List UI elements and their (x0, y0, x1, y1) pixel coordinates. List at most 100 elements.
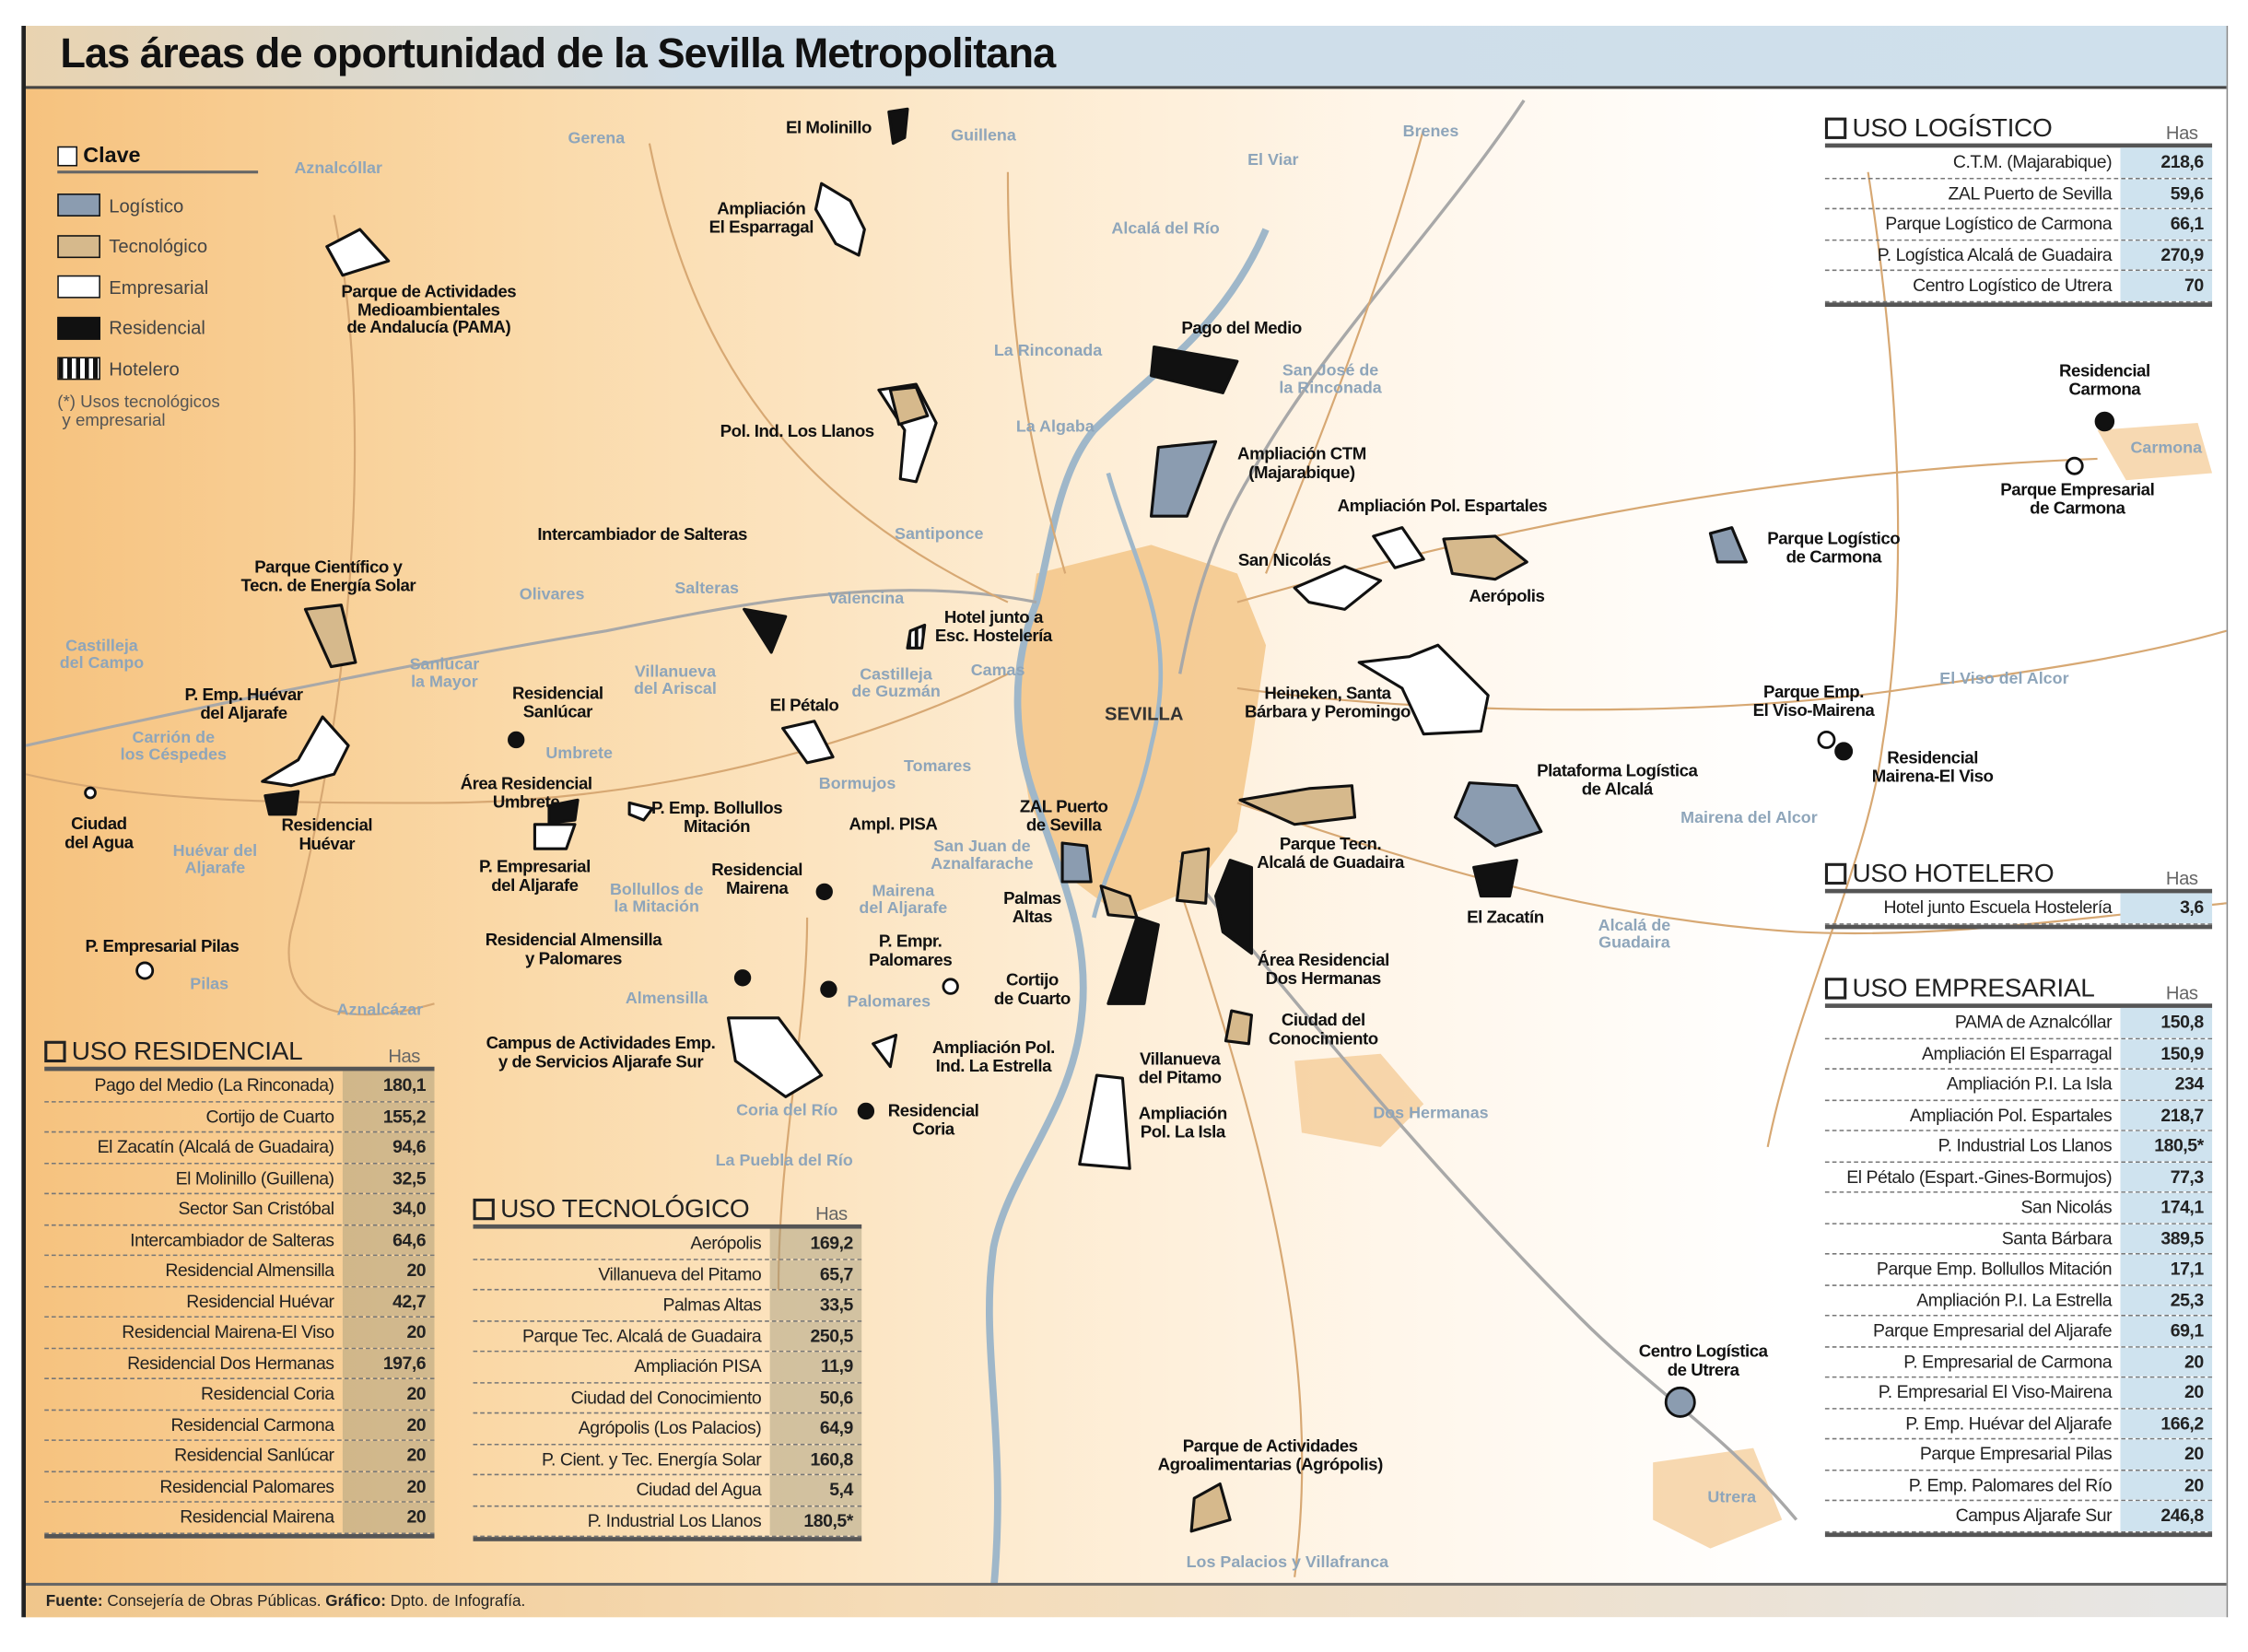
guadalquivir-canal (1092, 472, 1164, 919)
row-name: El Molinillo (Guillena) (175, 1167, 334, 1189)
row-name: Parque Empresarial Pilas (1919, 1444, 2113, 1465)
table-row: P. Emp. Palomares del Río 20 (1824, 1470, 2213, 1502)
guadalquivir-river (986, 228, 1270, 1592)
row-value: 234 (2120, 1069, 2213, 1099)
site-label: Residencial Mairena (711, 859, 802, 898)
table-row: Ampliación P.I. La Estrella 25,3 (1824, 1285, 2213, 1317)
table-row: Parque Emp. Bollullos Mitación 17,1 (1824, 1254, 2213, 1286)
row-value: 20 (2120, 1377, 2213, 1408)
row-name: Ampliación PISA (634, 1356, 762, 1377)
row-value: 64,6 (342, 1224, 435, 1255)
checkbox-square-icon (1824, 862, 1847, 885)
unit-label: Has (388, 1045, 420, 1067)
site-label: P. Emp. Bollullos Mitación (650, 797, 783, 837)
row-name: Residencial Carmona (170, 1414, 334, 1435)
unit-label: Has (2165, 981, 2198, 1004)
row-value: 42,7 (342, 1286, 435, 1317)
table-row: Pago del Medio (La Rinconada) 180,1 (44, 1071, 435, 1102)
row-value: 70 (2120, 271, 2213, 301)
table-row: Centro Logístico de Utrera 70 (1824, 271, 2213, 302)
table-title: USO EMPRESARIAL (1852, 973, 2095, 1002)
place-label: Brenes (1402, 123, 1459, 141)
site-label: Centro Logística de Utrera (1638, 1341, 1768, 1379)
site-espartales (1442, 534, 1528, 581)
page-title: Las áreas de oportunidad de la Sevilla M… (60, 31, 1056, 78)
place-label: El Viar (1247, 151, 1299, 170)
legend-label: Empresarial (109, 275, 209, 299)
logistic-swatch-icon (57, 193, 100, 217)
table-row: Ampliación PISA 11,9 (473, 1352, 862, 1383)
row-value: 218,7 (2120, 1100, 2213, 1131)
site-aljarafe (533, 823, 577, 850)
table-uso-tecnologico: USO TECNOLÓGICO Has Aerópolis 169,2 Villanue… (473, 1181, 862, 1541)
row-value: 197,6 (342, 1348, 435, 1378)
site-label: Plataforma Logística de Alcalá (1537, 760, 1698, 799)
unit-label: Has (2165, 867, 2198, 889)
row-name: San Nicolás (2020, 1197, 2113, 1218)
place-label: Gerena (568, 130, 626, 148)
row-value: 34,0 (342, 1194, 435, 1224)
table-row: Parque Tec. Alcalá de Guadaira 250,5 (473, 1320, 862, 1353)
place-label: Valencina (827, 591, 905, 608)
row-name: PAMA de Aznalcóllar (1954, 1012, 2113, 1033)
table-row: Residencial Mairena 20 (44, 1502, 435, 1534)
table-row: El Molinillo (Guillena) 32,5 (44, 1163, 435, 1195)
site-agropolis (1189, 1482, 1232, 1533)
row-name: C.T.M. (Majarabique) (1952, 152, 2113, 173)
row-value: 20 (2120, 1439, 2213, 1470)
row-value: 32,5 (342, 1163, 435, 1193)
row-value: 150,9 (2120, 1038, 2213, 1069)
row-name: ZAL Puerto de Sevilla (1948, 182, 2113, 204)
legend-label: Residencial (109, 317, 205, 339)
table-row: San Nicolás 174,1 (1824, 1192, 2213, 1224)
site-conocimiento (1224, 1009, 1254, 1046)
place-label: Aznalcázar (336, 1002, 424, 1020)
site-label: Hotel junto a Esc. Hostelería (934, 606, 1052, 646)
place-label: Tomares (904, 758, 972, 776)
row-name: Ampliación Pol. Espartales (1909, 1105, 2113, 1126)
place-label: Santiponce (895, 526, 984, 544)
row-value: 94,6 (342, 1132, 435, 1163)
table-header: USO TECNOLÓGICO Has (473, 1181, 862, 1229)
table-row: Residencial Dos Hermanas 197,6 (44, 1348, 435, 1379)
site-los-llanos-tech (888, 385, 930, 427)
site-cortijo (1106, 916, 1160, 1005)
map-frame: Las áreas de oportunidad de la Sevilla M… (21, 26, 2229, 1618)
site-la-isla (1078, 1073, 1131, 1170)
title-bar: Las áreas de oportunidad de la Sevilla M… (26, 26, 2227, 89)
row-value: 20 (342, 1318, 435, 1347)
hotel-swatch-striped-icon (57, 357, 100, 381)
table-row: Parque Empresarial del Aljarafe 69,1 (1824, 1316, 2213, 1347)
site-label: Residencial Almensilla y Palomares (485, 929, 662, 968)
row-name: Pago del Medio (La Rinconada) (94, 1075, 335, 1096)
table-row: El Pétalo (Espart.-Gines-Bormujos) 77,3 (1824, 1162, 2213, 1193)
place-label: El Viso del Alcor (1939, 671, 2069, 688)
row-value: 17,1 (2120, 1254, 2213, 1284)
row-value: 246,8 (2120, 1501, 2213, 1531)
site-heineken (1357, 643, 1490, 736)
place-label: San Juan de Aznalfarache (931, 838, 1034, 873)
place-label: Castilleja de Guzmán (851, 666, 941, 701)
table-row: Residencial Carmona 20 (44, 1410, 435, 1441)
site-label: Residencial Coria (887, 1100, 979, 1139)
table-row: Campus Aljarafe Sur 246,8 (1824, 1501, 2213, 1532)
row-name: P. Empresarial de Carmona (1903, 1352, 2113, 1372)
table-row: Ampliación P.I. La Isla 234 (1824, 1069, 2213, 1101)
checkbox-square-icon (1824, 978, 1847, 1000)
site-label: El Pétalo (769, 695, 839, 716)
table-title: USO LOGÍSTICO (1852, 112, 2053, 143)
checkbox-square-icon (473, 1198, 495, 1221)
row-name: Residencial Palomares (159, 1476, 334, 1497)
site-isla-tech (1176, 847, 1211, 905)
site-salteras (743, 607, 788, 654)
site-label: Ampl. PISA (849, 814, 938, 835)
site-label: P. Empr. Palomares (868, 931, 953, 969)
site-el-esparragal (814, 182, 866, 257)
graphic-text: Dpto. de Infografía. (390, 1592, 526, 1611)
site-petalo (781, 720, 835, 765)
site-parque-tecn-alcala (1238, 784, 1357, 826)
place-label: Bormujos (818, 775, 896, 793)
checkbox-square-icon (44, 1040, 66, 1063)
table-row: Agrópolis (Los Palacios) 64,9 (473, 1413, 862, 1445)
site-label: P. Emp. Huévar del Aljarafe (184, 684, 304, 723)
